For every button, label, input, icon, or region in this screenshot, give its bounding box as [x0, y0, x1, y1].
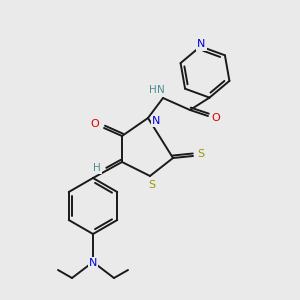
Text: O: O [91, 119, 99, 129]
Text: H: H [149, 85, 157, 95]
Text: N: N [89, 258, 97, 268]
Text: N: N [152, 116, 160, 126]
Text: N: N [157, 85, 165, 95]
Text: H: H [93, 163, 101, 173]
Text: O: O [212, 113, 220, 123]
Text: S: S [148, 180, 156, 190]
Text: N: N [197, 39, 206, 50]
Text: S: S [197, 149, 205, 159]
